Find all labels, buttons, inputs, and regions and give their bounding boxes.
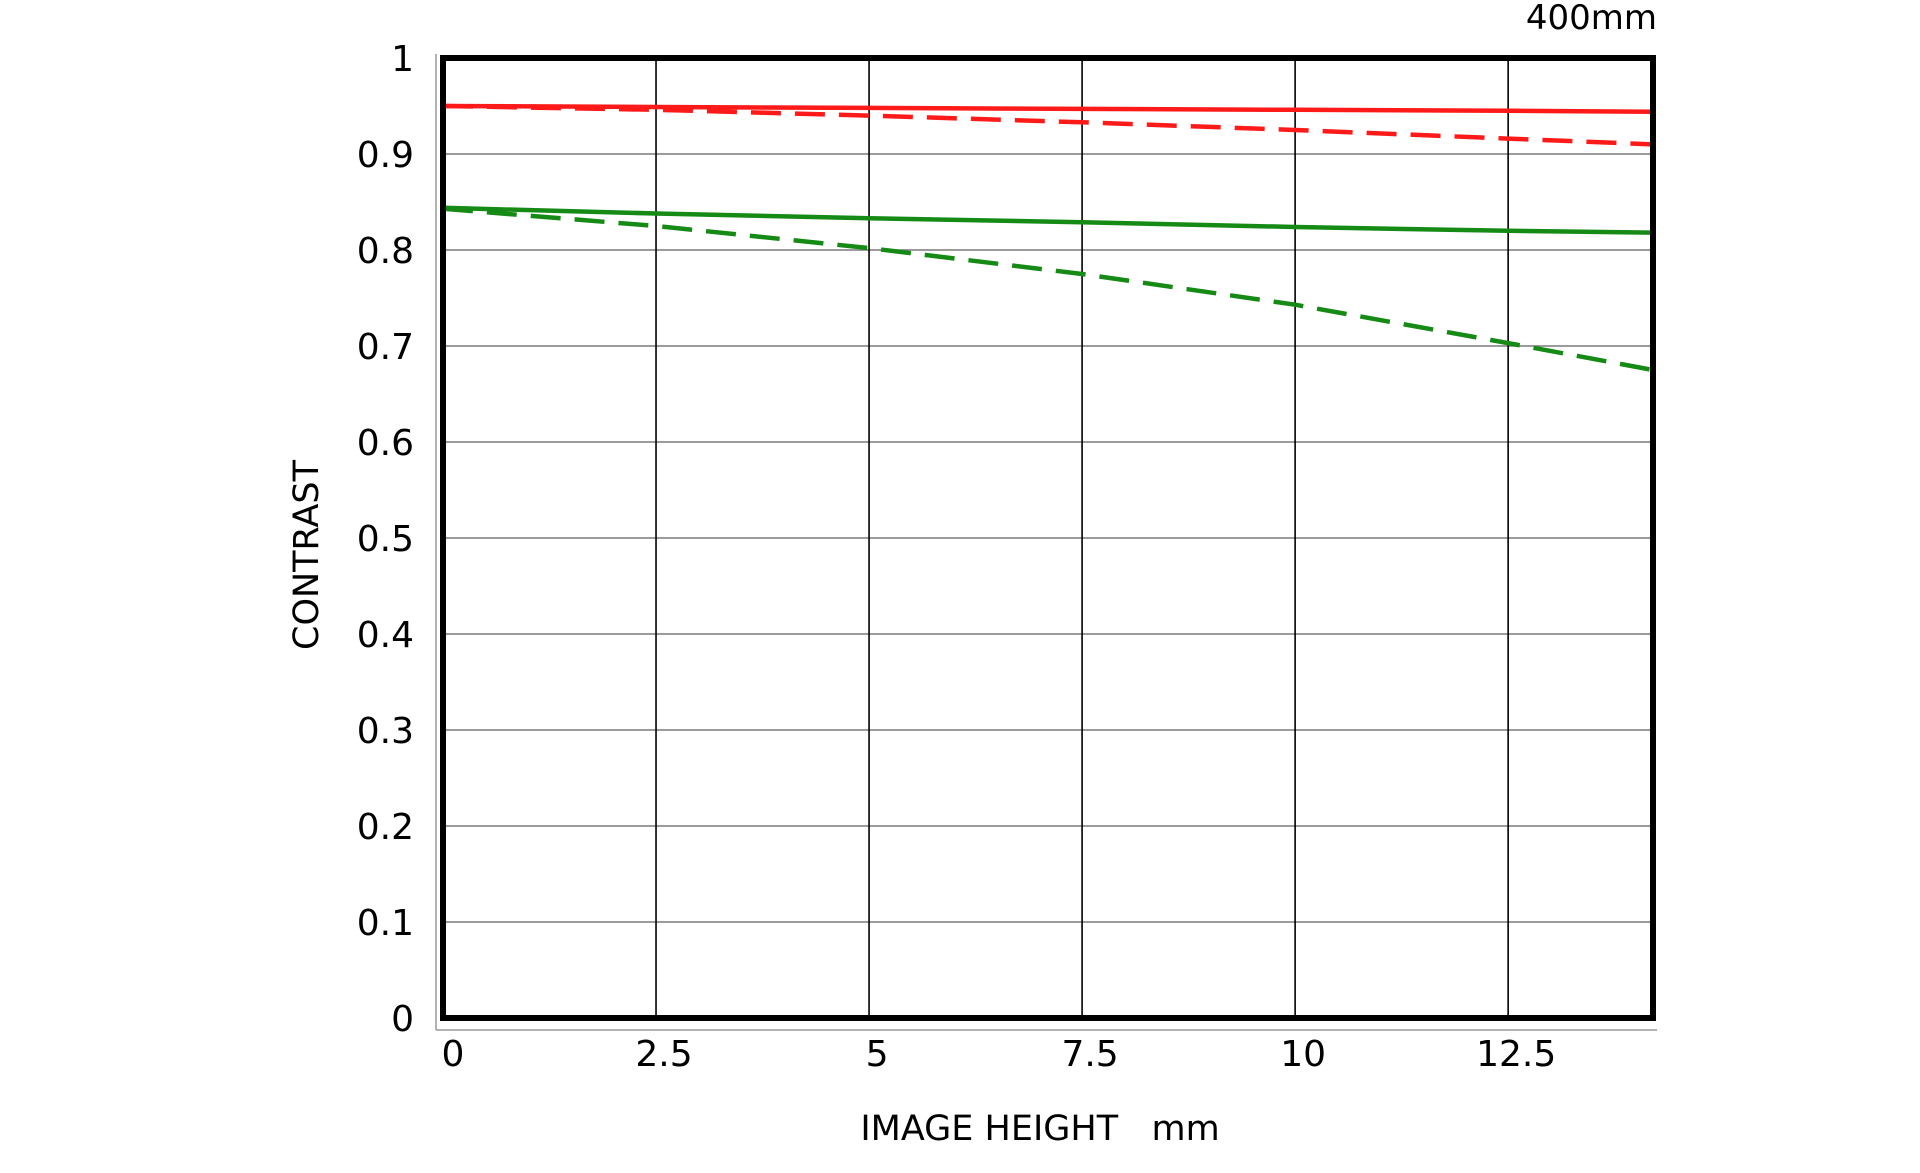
y-tick-label: 0 <box>391 999 414 1040</box>
series-line-2-dashed <box>442 103 1654 147</box>
series-layer <box>442 103 1654 373</box>
x-tick-label: 7.5 <box>1061 1034 1118 1075</box>
y-tick-label: 0.5 <box>357 519 414 560</box>
y-tick-label: 0.7 <box>357 327 414 368</box>
x-tick-label: 2.5 <box>635 1034 692 1075</box>
x-tick-label: 12.5 <box>1476 1034 1556 1075</box>
x-tick-label: 10 <box>1280 1034 1326 1075</box>
x-tick-labels: 0 2.5 5 7.5 10 12.5 <box>442 1034 1557 1075</box>
series-line-4-dashed <box>442 206 1654 373</box>
x-axis-label: IMAGE HEIGHT mm <box>860 1109 1219 1149</box>
series-line-3-solid <box>442 205 1654 235</box>
y-tick-label: 0.2 <box>357 807 414 848</box>
chart-title: 400mm <box>1526 0 1657 38</box>
y-tick-label: 0.8 <box>357 231 414 272</box>
x-tick-label: 5 <box>866 1034 889 1075</box>
y-tick-label: 1 <box>391 39 414 80</box>
y-tick-label: 0.3 <box>357 711 414 752</box>
y-tick-labels: 0 0.1 0.2 0.3 0.4 0.5 0.6 0.7 0.8 0.9 1 <box>357 39 414 1040</box>
grid-layer <box>435 54 1657 1031</box>
y-tick-label: 0.4 <box>357 615 414 656</box>
y-tick-label: 0.9 <box>357 135 414 176</box>
y-tick-label: 0.1 <box>357 903 414 944</box>
y-tick-label: 0.6 <box>357 423 414 464</box>
y-axis-label: CONTRAST <box>287 459 327 650</box>
plot-frame <box>440 55 1656 1021</box>
x-tick-label: 0 <box>442 1034 465 1075</box>
series-line-1-solid <box>442 103 1654 115</box>
